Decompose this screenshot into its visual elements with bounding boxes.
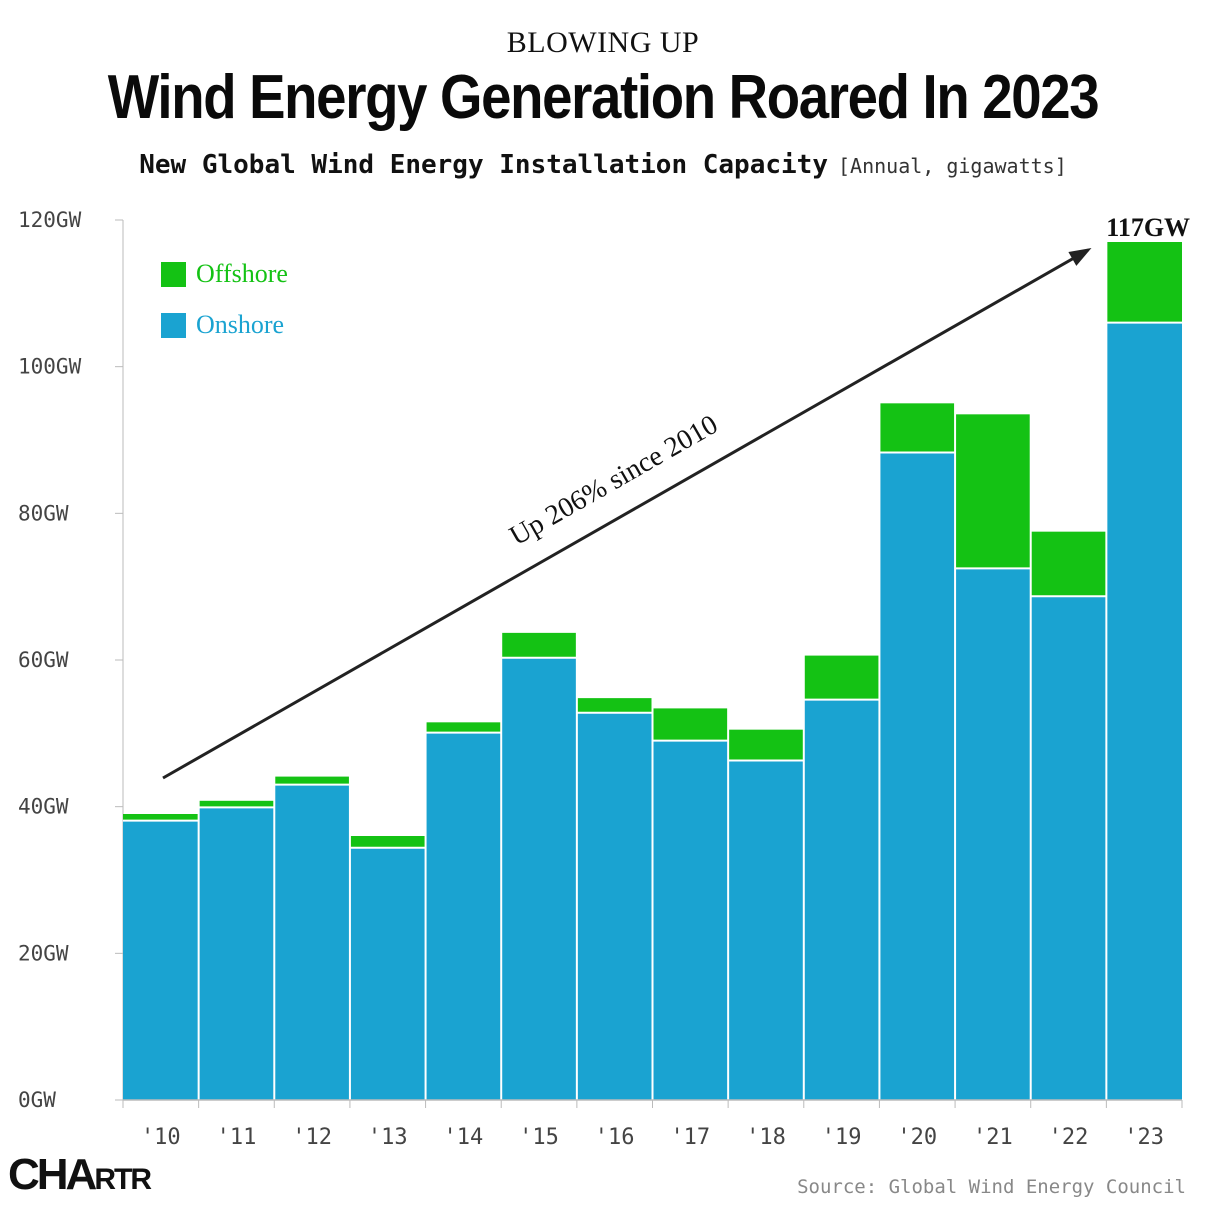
y-tick-label: 20GW — [18, 941, 69, 965]
x-tick-label: '23 — [1124, 1125, 1164, 1150]
chartr-logo-small: RTR — [94, 1163, 152, 1196]
trend-arrow-label: Up 206% since 2010 — [504, 409, 723, 552]
y-tick-label: 100GW — [18, 355, 82, 379]
bar-onshore — [425, 732, 502, 1100]
x-tick-label: '19 — [822, 1125, 862, 1150]
bar-onshore — [274, 784, 350, 1100]
x-tick-label: '10 — [141, 1125, 181, 1150]
chart-subtitle: New Global Wind Energy Installation Capa… — [139, 150, 828, 180]
bar-onshore — [955, 568, 1031, 1100]
bar-onshore — [803, 699, 880, 1100]
bar-offshore — [1030, 531, 1107, 597]
bar-offshore — [123, 814, 199, 821]
bar-onshore — [198, 807, 275, 1100]
bar-offshore — [198, 800, 275, 808]
y-tick-label: 120GW — [18, 208, 82, 232]
chart-title: Wind Energy Generation Roared In 2023 — [107, 63, 1100, 132]
x-tick-label: '14 — [444, 1125, 484, 1150]
x-tick-label: '18 — [746, 1125, 786, 1150]
x-tick-label: '12 — [292, 1125, 332, 1150]
x-tick-label: '15 — [519, 1125, 559, 1150]
chart-subtitle-line: New Global Wind Energy Installation Capa… — [0, 150, 1206, 180]
x-tick-label: '17 — [670, 1125, 710, 1150]
bar-offshore — [728, 729, 804, 761]
bar-onshore — [728, 760, 804, 1100]
bar-offshore — [501, 632, 577, 658]
bar-onshore — [123, 820, 199, 1100]
bar-offshore — [652, 708, 729, 741]
source-note: Source: Global Wind Energy Council — [797, 1176, 1186, 1198]
bar-offshore — [955, 414, 1031, 569]
y-tick-label: 0GW — [18, 1088, 56, 1112]
trend-arrow-head — [1068, 248, 1092, 266]
total-2023-label: 117GW — [1106, 213, 1190, 242]
bar-onshore — [501, 657, 577, 1100]
chart-kicker: BLOWING UP — [506, 26, 700, 59]
chart-subtitle-unit: [Annual, gigawatts] — [837, 154, 1067, 178]
x-tick-label: '22 — [1049, 1125, 1089, 1150]
x-tick-label: '21 — [973, 1125, 1013, 1150]
bar-onshore — [349, 847, 426, 1100]
legend-label-onshore: Onshore — [196, 310, 284, 339]
bar-onshore — [1030, 596, 1107, 1100]
y-tick-label: 80GW — [18, 501, 69, 525]
trend-arrow-line — [162, 248, 1089, 780]
bar-offshore — [576, 698, 653, 713]
chartr-logo: CHARTR — [8, 1150, 152, 1200]
bar-offshore — [1106, 242, 1182, 323]
bar-onshore — [1106, 322, 1182, 1101]
bar-offshore — [803, 655, 880, 700]
y-tick-label: 60GW — [18, 648, 69, 672]
bar-offshore — [879, 403, 956, 453]
bar-onshore — [879, 452, 956, 1100]
bar-offshore — [425, 722, 502, 733]
x-tick-label: '13 — [368, 1125, 408, 1150]
legend-label-offshore: Offshore — [196, 259, 288, 288]
x-tick-label: '16 — [595, 1125, 635, 1150]
bar-offshore — [274, 776, 350, 785]
chartr-logo-big: CHA — [8, 1150, 97, 1199]
legend-swatch-offshore — [161, 262, 186, 287]
bar-onshore — [576, 712, 653, 1100]
bar-offshore — [349, 836, 426, 848]
legend-swatch-onshore — [161, 313, 186, 338]
x-tick-label: '20 — [897, 1125, 937, 1150]
bar-onshore — [652, 740, 729, 1100]
y-tick-label: 40GW — [18, 795, 69, 819]
x-tick-label: '11 — [217, 1125, 257, 1150]
